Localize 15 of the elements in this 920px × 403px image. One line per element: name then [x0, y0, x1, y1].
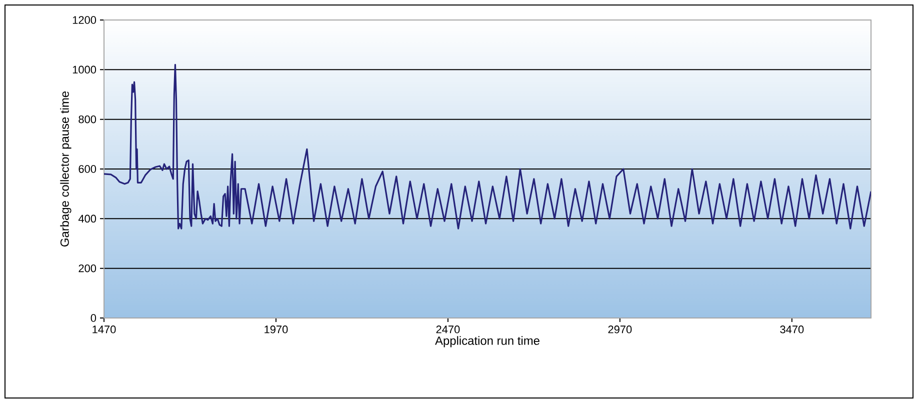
x-tick-label: 3470	[780, 326, 804, 334]
y-tick-label: 0	[90, 314, 96, 322]
y-tick-label: 1000	[72, 66, 96, 74]
y-axis-title: Garbage collector pause time	[60, 91, 72, 246]
y-tick-label: 400	[78, 214, 96, 223]
x-tick-label: 1470	[92, 326, 116, 334]
x-tick-label: 2470	[436, 326, 460, 334]
y-tick-label: 800	[78, 115, 96, 124]
x-tick-label: 1970	[264, 326, 288, 334]
x-tick-label: 2970	[608, 326, 632, 334]
y-tick-label: 200	[78, 264, 96, 272]
y-tick-label: 600	[78, 165, 96, 173]
x-axis-title: Application run time	[435, 336, 540, 348]
y-tick-label: 1200	[72, 16, 96, 24]
line-series	[104, 64, 872, 230]
